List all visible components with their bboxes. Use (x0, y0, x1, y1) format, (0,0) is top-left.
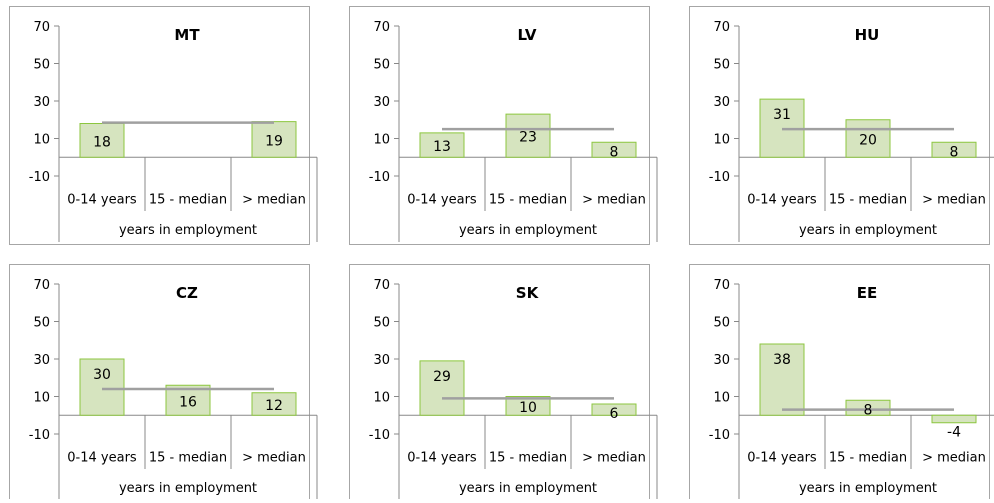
x-axis-title: years in employment (119, 481, 257, 496)
chart-panel-sk: 70 50 30 10 -10 29 10 6 0-14 years 15 - median > m… (350, 265, 658, 500)
y-tick-label: 70 (373, 20, 390, 35)
category-label: 15 - median (149, 192, 227, 207)
category-label: > median (922, 450, 986, 465)
y-tick-label: 70 (33, 20, 50, 35)
y-tick-label: 30 (33, 353, 50, 368)
y-tick-label: 10 (713, 391, 730, 406)
y-tick-label: 50 (713, 316, 730, 331)
data-label: 29 (433, 369, 451, 385)
chart-panel-mt: 70 50 30 10 -10 18 19 0-14 years 15 - median > me… (10, 7, 318, 245)
y-tick-label: 50 (33, 58, 50, 73)
y-tick-label: 50 (33, 316, 50, 331)
panel-border (690, 7, 990, 245)
y-tick-label: 30 (33, 95, 50, 110)
panel-border (350, 7, 650, 245)
data-label: 18 (93, 134, 111, 150)
category-label: 0-14 years (67, 450, 137, 465)
category-label: 0-14 years (407, 450, 477, 465)
data-label: 19 (265, 133, 283, 149)
category-label: 0-14 years (747, 192, 817, 207)
y-tick-label: 30 (713, 353, 730, 368)
data-label: 31 (773, 107, 791, 123)
category-label: 15 - median (829, 192, 907, 207)
data-label: 38 (773, 352, 791, 368)
y-tick-label: 50 (713, 58, 730, 73)
category-label: 0-14 years (67, 192, 137, 207)
data-label: 13 (433, 139, 451, 155)
x-axis-title: years in employment (799, 223, 937, 238)
chart-title: LV (517, 26, 536, 44)
y-tick-label: -10 (369, 170, 390, 185)
y-tick-label: 70 (713, 20, 730, 35)
data-label: 16 (179, 394, 197, 410)
y-tick-label: -10 (709, 428, 730, 443)
chart-title: HU (855, 26, 880, 44)
chart-panel-ee: 70 50 30 10 -10 38 8 -4 0-14 years 15 - median > m… (690, 265, 994, 500)
category-label: > median (242, 192, 306, 207)
data-label: 20 (859, 133, 877, 149)
y-tick-label: 30 (373, 353, 390, 368)
y-tick-label: 10 (33, 391, 50, 406)
chart-title: EE (857, 284, 878, 302)
category-label: 0-14 years (747, 450, 817, 465)
y-tick-label: 70 (373, 278, 390, 293)
y-tick-label: 50 (373, 58, 390, 73)
category-label: > median (242, 450, 306, 465)
chart-panel-cz: 70 50 30 10 -10 30 16 12 0-14 years 15 - median > … (10, 265, 318, 500)
bar (932, 415, 976, 423)
y-tick-label: -10 (29, 170, 50, 185)
x-axis-title: years in employment (799, 481, 937, 496)
chart-title: SK (516, 284, 540, 302)
chart-title: MT (174, 26, 200, 44)
y-tick-label: 30 (713, 95, 730, 110)
data-label: 6 (610, 406, 619, 422)
y-tick-label: 70 (33, 278, 50, 293)
y-tick-label: 10 (373, 133, 390, 148)
category-label: 15 - median (489, 450, 567, 465)
category-label: 15 - median (829, 450, 907, 465)
data-label: 12 (265, 398, 283, 414)
y-tick-label: -10 (709, 170, 730, 185)
data-label: 8 (610, 144, 619, 160)
y-tick-label: -10 (29, 428, 50, 443)
chart-panel-hu: 70 50 30 10 -10 31 20 8 0-14 years 15 - median > m… (690, 7, 994, 245)
data-label: -4 (947, 424, 961, 440)
y-tick-label: 30 (373, 95, 390, 110)
y-tick-label: 50 (373, 316, 390, 331)
x-axis-title: years in employment (459, 481, 597, 496)
data-label: 30 (93, 367, 111, 383)
y-tick-label: -10 (369, 428, 390, 443)
y-tick-label: 10 (373, 391, 390, 406)
category-label: 15 - median (489, 192, 567, 207)
category-label: 15 - median (149, 450, 227, 465)
category-label: > median (582, 192, 646, 207)
x-axis-title: years in employment (119, 223, 257, 238)
data-label: 23 (519, 130, 537, 146)
category-label: 0-14 years (407, 192, 477, 207)
y-tick-label: 70 (713, 278, 730, 293)
chart-title: CZ (176, 284, 198, 302)
data-label: 10 (519, 400, 537, 416)
category-label: > median (582, 450, 646, 465)
category-label: > median (922, 192, 986, 207)
data-label: 8 (864, 402, 873, 418)
y-tick-label: 10 (33, 133, 50, 148)
chart-panel-lv: 70 50 30 10 -10 13 23 8 0-14 years 15 - median > m… (350, 7, 658, 245)
y-tick-label: 10 (713, 133, 730, 148)
x-axis-title: years in employment (459, 223, 597, 238)
data-label: 8 (950, 144, 959, 160)
